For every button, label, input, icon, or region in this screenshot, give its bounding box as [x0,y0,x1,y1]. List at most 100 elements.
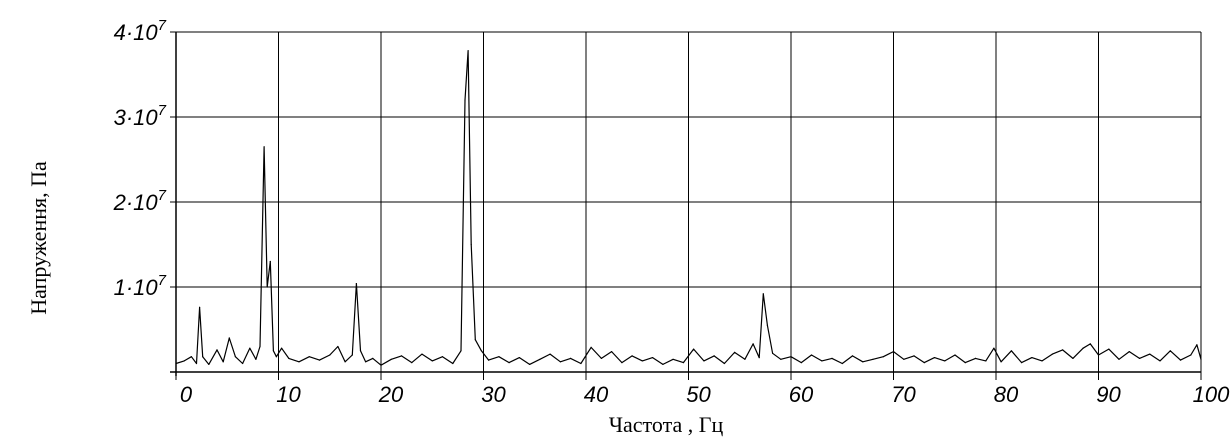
data-point [1190,354,1192,356]
data-point [590,346,592,348]
data-point [275,356,277,358]
data-point [923,362,925,364]
data-point [1072,357,1074,359]
data-point [851,355,854,357]
data-point [1179,359,1182,361]
data-point [281,347,283,349]
y-tick-label: 2·107 [113,187,167,215]
data-point [380,364,382,366]
y-axis-title: Напруження, Па [26,161,51,315]
data-point [913,355,915,357]
data-point [882,356,884,358]
y-tick-label: 3·107 [114,102,167,130]
data-point [183,360,185,362]
data-point [190,356,192,358]
data-point [652,357,654,359]
y-tick-label: 4·107 [114,17,167,45]
data-point [780,358,782,360]
data-point [480,350,482,352]
data-point [344,361,346,363]
x-tick-label: 80 [994,382,1019,407]
series-layer [175,50,1202,366]
data-point [263,146,265,148]
data-point [242,362,244,365]
data-point [208,363,210,365]
data-point [790,356,792,358]
data-point [216,349,218,351]
data-point [228,337,230,339]
x-tick-label: 20 [378,382,404,407]
data-point [662,363,664,365]
data-point [249,347,251,349]
data-point [337,345,339,348]
x-tick-label: 50 [686,382,711,407]
data-point [831,357,833,359]
data-point [892,351,895,353]
data-point [298,361,300,363]
data-point [621,362,623,364]
y-tick-label: 1·107 [114,272,167,300]
data-point [580,362,582,365]
data-point [1031,357,1033,359]
data-point [810,354,813,356]
data-point [1149,353,1151,355]
data-point [1097,354,1100,356]
data-point [1062,349,1064,351]
data-point [464,99,466,101]
data-point [474,339,476,341]
data-point [1200,358,1202,360]
data-point [703,360,705,362]
data-point [470,243,472,246]
data-point [400,355,403,357]
data-point [460,350,462,352]
data-point [1089,343,1091,345]
data-point [1118,358,1120,360]
data-point [329,354,331,356]
data-point [355,283,357,285]
data-point [539,358,541,360]
tick-labels: 0 10 20 30 40 50 60 70 80 90 100 1·107 2·107 3·107 4·1… [113,17,1231,407]
axes [170,31,1202,380]
x-tick-label: 100 [1193,382,1230,407]
data-point [1082,347,1084,349]
data-point [288,357,290,359]
x-tick-label: 70 [891,382,916,407]
data-point [903,358,905,360]
data-point [713,355,715,357]
data-point [1169,350,1171,352]
data-point [266,286,268,288]
data-point [1196,344,1198,346]
data-point [199,306,201,308]
data-point [359,350,362,352]
data-point [758,357,760,359]
data-point [1051,353,1053,355]
data-point [269,260,271,263]
data-point [411,362,413,364]
data-point [611,351,613,353]
data-point [641,360,644,362]
data-point [570,357,572,359]
data-point [202,356,204,358]
data-point [308,356,310,358]
data-point [734,351,736,353]
data-point [255,358,257,360]
data-point [672,358,674,360]
series-line [175,50,1202,366]
data-point [234,356,236,358]
data-point [772,352,774,354]
x-axis-title: Частота , Гц [609,412,724,437]
data-point [993,347,995,349]
data-point [452,362,454,365]
data-point [390,358,392,360]
data-point [762,293,764,295]
data-point [752,343,754,345]
data-point [1041,360,1043,362]
data-point [682,362,685,364]
data-point [800,362,802,364]
data-point [985,360,987,362]
data-point [431,360,433,362]
data-point [222,361,224,363]
x-tick-label: 0 [180,382,193,407]
data-point [933,357,936,359]
